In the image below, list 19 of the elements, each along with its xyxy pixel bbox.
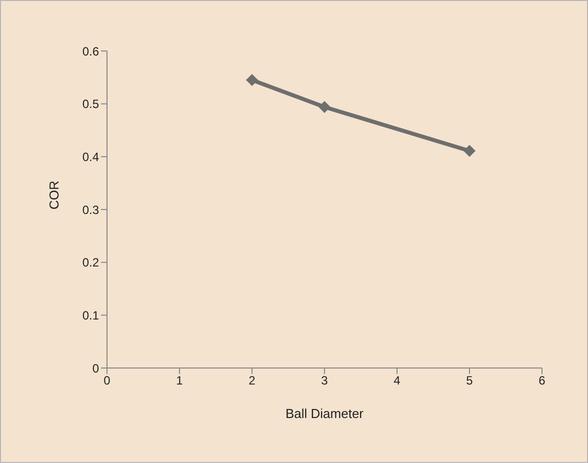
y-tick-label: 0.4 — [82, 150, 100, 164]
y-tick-label: 0.3 — [82, 202, 100, 217]
x-tick-label: 6 — [538, 374, 546, 388]
point — [464, 144, 476, 157]
y-tick-label: 0.6 — [82, 44, 100, 58]
y-tick-label: 0 — [92, 361, 100, 376]
x-tick-label: 0 — [104, 374, 111, 388]
x-tick-label: 2 — [248, 374, 256, 388]
y-tick-label: 0.1 — [82, 308, 100, 322]
x-tick-label: 5 — [466, 374, 474, 388]
y-tick-label: 0.5 — [82, 97, 100, 112]
y-axis-title: COR — [46, 180, 62, 210]
x-tick-label: 1 — [176, 374, 184, 388]
x-tick-label: 4 — [394, 374, 401, 388]
x-tick-label: 3 — [321, 374, 328, 388]
point — [318, 101, 330, 114]
y-tick-label: 0.2 — [82, 256, 100, 270]
point — [246, 74, 258, 86]
x-axis-title: Ball Diameter — [285, 406, 364, 421]
